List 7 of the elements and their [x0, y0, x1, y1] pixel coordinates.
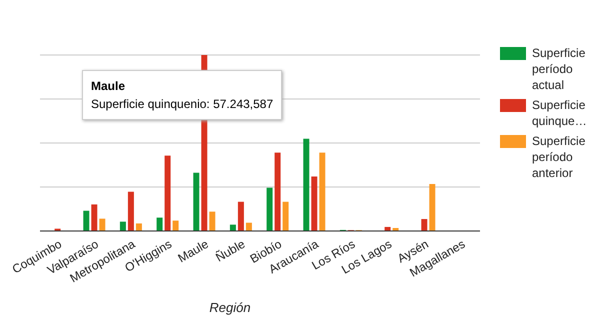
x-tick-label: Ñuble — [213, 236, 248, 265]
annotation: Maule — [91, 78, 126, 95]
x-axis-title: Región — [208, 300, 252, 315]
legend-label: Superficie período actual — [532, 45, 586, 93]
annotation: Superficie quinquenio: 57.243,587 — [91, 96, 274, 113]
legend-label: Superficie quinque… — [532, 97, 588, 129]
legend-label: Superficie período anterior — [532, 133, 586, 181]
